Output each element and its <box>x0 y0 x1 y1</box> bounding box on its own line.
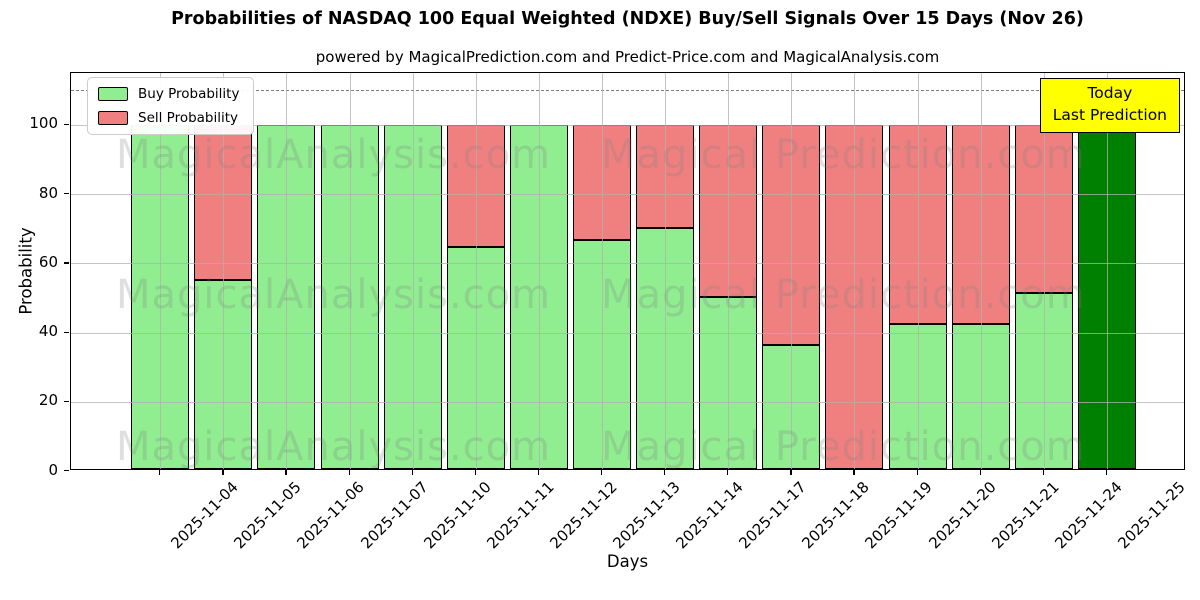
x-tick-mark <box>664 470 666 475</box>
x-tick-mark <box>474 470 477 475</box>
dashed-threshold-line <box>71 90 1184 92</box>
grid-h-line <box>71 332 1184 334</box>
watermark-text: MagicalAnalysis.com <box>116 424 552 470</box>
y-tick-label: 0 <box>48 460 58 479</box>
y-tick-mark <box>64 470 69 472</box>
grid-v-line <box>728 73 730 469</box>
x-tick-mark <box>537 470 540 475</box>
x-tick-mark <box>853 470 855 475</box>
grid-v-line <box>1043 73 1045 469</box>
y-tick-label: 40 <box>38 322 58 341</box>
grid-v-line <box>980 73 982 469</box>
watermark-text: MagicalAnalysis.com <box>116 272 552 318</box>
y-tick-mark <box>64 123 69 126</box>
grid-v-line <box>412 73 414 469</box>
grid-v-line <box>1106 73 1108 469</box>
x-tick-mark <box>916 470 918 475</box>
grid-v-line <box>160 73 162 469</box>
legend-swatch-sell-probability <box>98 111 128 125</box>
watermark-text: Magical Prediction.com <box>601 272 1086 318</box>
x-axis-label: Days <box>606 552 649 571</box>
legend-label: Sell Probability <box>138 110 239 126</box>
x-tick-mark <box>600 470 603 475</box>
x-tick-mark <box>159 470 161 475</box>
y-tick-label: 100 <box>29 114 58 133</box>
grid-v-line <box>349 73 351 469</box>
grid-v-line <box>917 73 919 469</box>
grid-v-line <box>665 73 667 469</box>
x-tick-mark <box>1042 470 1045 475</box>
y-tick-mark <box>64 193 69 195</box>
legend-swatch-buy-probability <box>98 87 128 101</box>
x-tick-mark <box>1105 470 1108 475</box>
grid-v-line <box>538 73 540 469</box>
chart-title: Probabilities of NASDAQ 100 Equal Weight… <box>171 9 1084 29</box>
grid-v-line <box>223 73 225 469</box>
grid-v-line <box>475 73 477 469</box>
y-tick-mark <box>64 331 69 333</box>
grid-v-line <box>791 73 793 469</box>
grid-h-line <box>71 194 1184 196</box>
plot-area: Buy Probability Sell Probability Today La… <box>70 72 1185 470</box>
grid-v-line <box>854 73 856 469</box>
grid-h-line <box>71 401 1184 403</box>
y-tick-label: 60 <box>38 252 58 271</box>
x-tick-mark <box>411 470 413 475</box>
y-tick-mark <box>64 262 69 264</box>
legend: Buy Probability Sell Probability <box>87 77 255 135</box>
y-axis-label: Probability <box>16 227 36 315</box>
watermark-text: Magical Prediction.com <box>601 132 1086 178</box>
y-tick-label: 80 <box>38 183 58 202</box>
chart-subtitle: powered by MagicalPrediction.com and Pre… <box>315 48 940 66</box>
legend-item: Sell Probability <box>98 110 239 126</box>
grid-h-line <box>71 124 1184 126</box>
x-tick-mark <box>790 470 792 475</box>
x-tick-mark <box>285 470 287 475</box>
x-tick-mark <box>979 470 981 475</box>
today-annotation-line2: Last Prediction <box>1052 106 1167 125</box>
legend-label: Buy Probability <box>138 86 240 102</box>
grid-h-line <box>71 263 1184 265</box>
grid-v-line <box>286 73 288 469</box>
today-annotation: Today Last Prediction <box>1039 78 1180 133</box>
x-tick-mark <box>222 470 224 475</box>
grid-v-line <box>601 73 603 469</box>
watermark-text: Magical Prediction.com <box>601 424 1086 470</box>
y-tick-mark <box>64 400 69 403</box>
today-annotation-line1: Today <box>1087 84 1133 102</box>
watermark-text: MagicalAnalysis.com <box>116 132 552 178</box>
x-tick-mark <box>727 470 729 475</box>
legend-item: Buy Probability <box>98 86 239 102</box>
x-tick-mark <box>348 470 350 475</box>
y-tick-label: 20 <box>38 391 58 410</box>
